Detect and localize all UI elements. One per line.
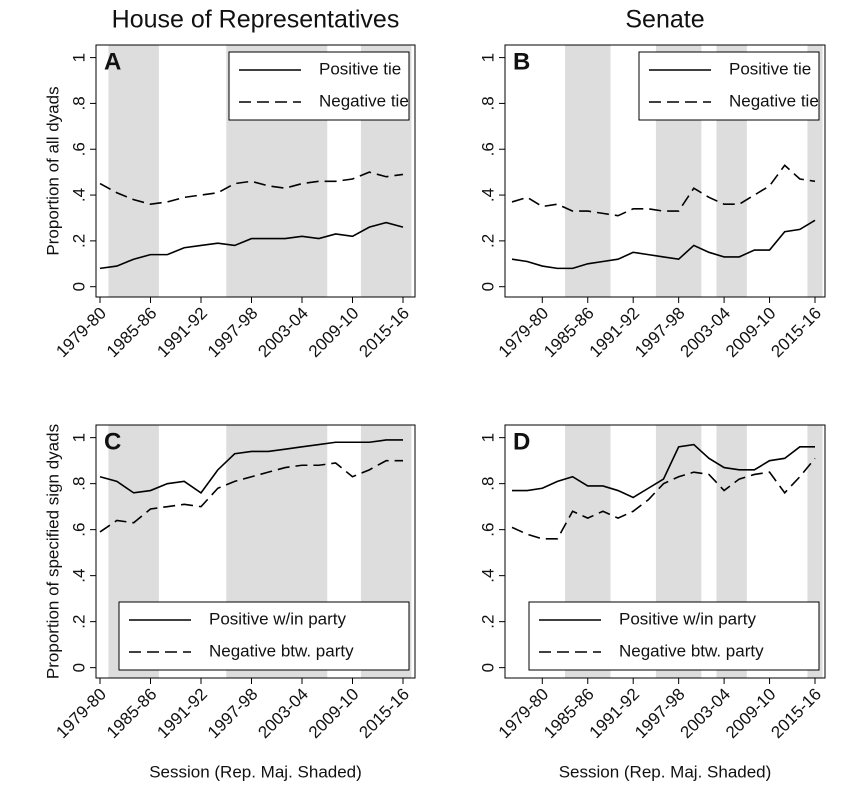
x-tick-label: 1979-80 [52, 685, 110, 743]
x-tick-label: 2009-10 [305, 685, 363, 743]
y-axis-label: Proportion of specified sign dyads [43, 424, 62, 679]
y-tick-label: 0 [478, 663, 497, 672]
y-tick-label: .4 [478, 569, 497, 583]
y-tick-label: 0 [478, 282, 497, 291]
y-tick-label: .4 [69, 188, 88, 202]
legend-box [118, 601, 410, 671]
y-tick-label: .8 [478, 477, 497, 491]
x-tick-label: 2003-04 [254, 304, 312, 362]
y-tick-label: 0 [69, 282, 88, 291]
y-tick-label: 1 [478, 53, 497, 62]
legend-label: Negative tie [319, 91, 409, 110]
series-line [512, 443, 815, 499]
y-tick-label: .4 [69, 569, 88, 583]
y-tick-label: 1 [69, 53, 88, 62]
legend-box [638, 51, 820, 121]
series-line [511, 164, 816, 217]
x-tick-label: 1997-98 [204, 685, 262, 743]
x-tick-label: 2015-16 [355, 685, 413, 743]
series-line [99, 171, 404, 206]
y-tick-label: .2 [478, 615, 497, 629]
y-tick-label: 0 [69, 663, 88, 672]
y-tick-label: .2 [69, 615, 88, 629]
shaded-range [565, 45, 611, 297]
panel-letter: B [513, 48, 530, 75]
x-tick-label: 1985-86 [103, 685, 161, 743]
x-tick-label: 2015-16 [767, 685, 825, 743]
y-tick-label: 1 [478, 433, 497, 442]
y-axis-label: Proportion of all dyads [43, 86, 62, 255]
legend-box [228, 51, 410, 121]
legend-label: Negative tie [729, 91, 819, 110]
series-line [99, 221, 404, 270]
y-tick-label: .8 [478, 96, 497, 110]
x-axis-label: Session (Rep. Maj. Shaded) [559, 762, 772, 781]
x-axis-label: Session (Rep. Maj. Shaded) [149, 762, 362, 781]
legend-box [528, 601, 820, 671]
x-tick-label: 2015-16 [767, 304, 825, 362]
legend-label: Negative btw. party [619, 641, 764, 660]
panel-title: Senate [625, 6, 704, 34]
x-tick-label: 2015-16 [355, 304, 413, 362]
series-line [511, 457, 816, 540]
y-tick-label: .6 [478, 523, 497, 537]
y-tick-label: .2 [478, 234, 497, 248]
series-line [99, 439, 403, 494]
legend-label: Positive w/in party [619, 609, 756, 628]
series-line [511, 219, 816, 270]
y-tick-label: .8 [69, 96, 88, 110]
x-tick-label: 1997-98 [204, 304, 262, 362]
panel-letter: A [104, 48, 121, 75]
series-line [99, 459, 403, 533]
plot-frame [95, 44, 416, 298]
x-tick-label: 1991-92 [153, 685, 211, 743]
panel-title: House of Representatives [112, 6, 400, 34]
y-tick-label: .6 [69, 523, 88, 537]
plot-frame [95, 424, 416, 679]
y-tick-label: .8 [69, 477, 88, 491]
plot-frame [504, 44, 826, 298]
y-tick-label: .6 [69, 142, 88, 156]
legend-label: Positive tie [319, 59, 401, 78]
panel-letter: C [104, 428, 121, 455]
x-tick-label: 1991-92 [153, 304, 211, 362]
plot-frame [504, 424, 826, 679]
x-tick-label: 1979-80 [52, 304, 110, 362]
legend-label: Positive tie [729, 59, 811, 78]
x-tick-label: 2009-10 [305, 304, 363, 362]
y-tick-label: 1 [69, 433, 88, 442]
panel-letter: D [513, 428, 530, 455]
x-tick-label: 1985-86 [103, 304, 161, 362]
y-tick-label: .4 [478, 188, 497, 202]
legend-label: Positive w/in party [209, 609, 346, 628]
legend-label: Negative btw. party [209, 641, 354, 660]
y-tick-label: .2 [69, 234, 88, 248]
y-tick-label: .6 [478, 142, 497, 156]
x-tick-label: 2003-04 [254, 685, 312, 743]
